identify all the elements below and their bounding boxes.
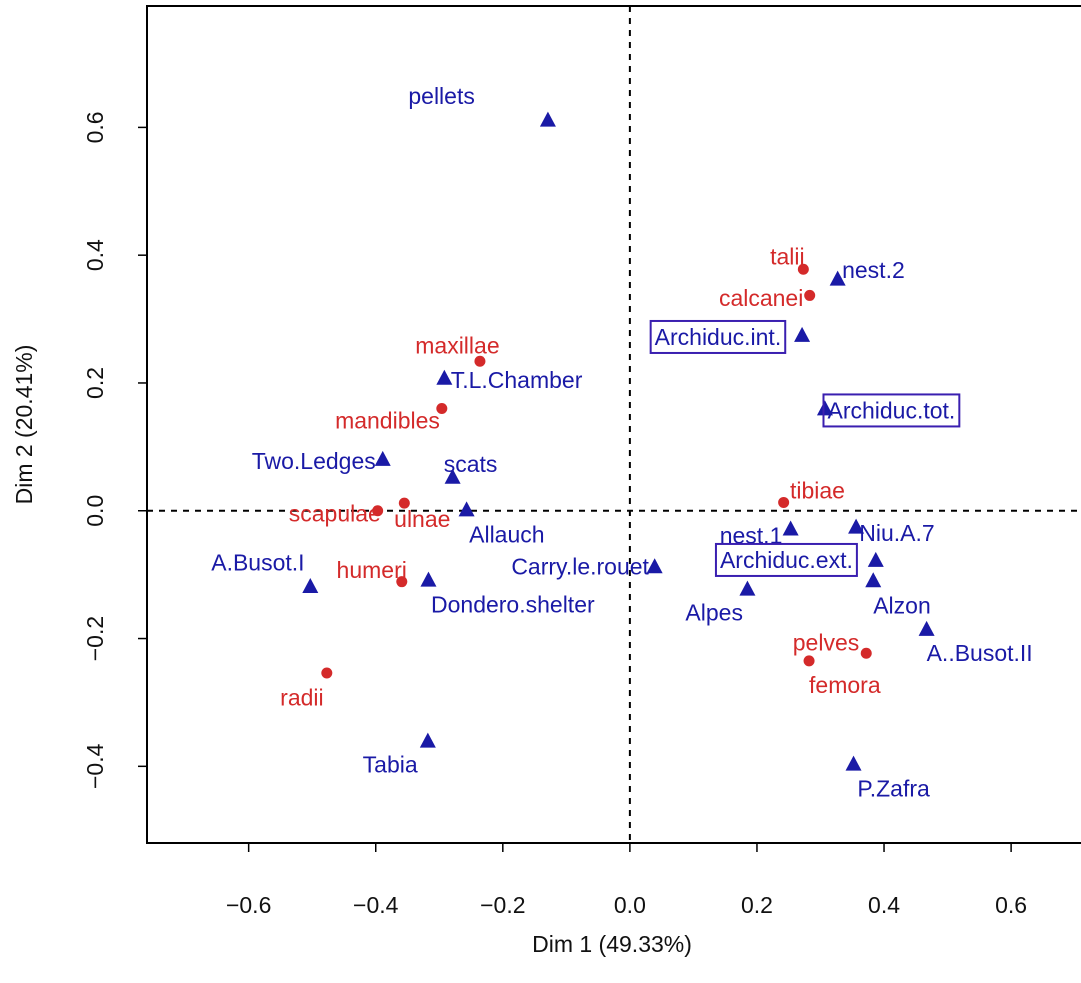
site-point-archiduc-ext (867, 551, 884, 567)
site-point-niu-a-7 (848, 518, 865, 534)
element-point-mandibles (436, 403, 448, 415)
y-tick-label: 0.2 (82, 367, 108, 399)
point-label-humeri: humeri (337, 557, 407, 583)
point-label-archiduc-int: Archiduc.int. (655, 324, 782, 350)
site-point-tabia (419, 732, 436, 748)
site-point-archiduc-tot (816, 400, 833, 416)
point-label-dondero-shelter: Dondero.shelter (431, 592, 595, 618)
site-point-a-busot-ii (918, 620, 935, 636)
label-box-archiduc-int (649, 319, 787, 354)
site-point-scats (444, 468, 461, 484)
x-tick-label: −0.4 (353, 892, 399, 918)
point-label-mandibles: mandibles (335, 408, 440, 434)
point-label-carry-le-rouet: Carry.le.rouet (511, 553, 649, 579)
site-point-allauch (458, 501, 475, 517)
point-label-p-zafra: P.Zafra (857, 776, 930, 802)
x-tick-label: −0.6 (226, 892, 271, 918)
point-label-t-l-chamber: T.L.Chamber (451, 367, 583, 393)
site-point-dondero-shelter (420, 571, 437, 587)
point-label-femora: femora (809, 672, 881, 698)
point-label-talii: talii (770, 243, 805, 269)
site-point-archiduc-int (794, 326, 811, 342)
label-box-archiduc-tot (822, 393, 961, 428)
element-point-calcanei (804, 289, 816, 301)
point-label-scapulae: scapulae (289, 500, 381, 526)
site-point-nest-1 (782, 520, 799, 536)
element-point-humeri (396, 576, 408, 588)
site-point-nest-2 (829, 270, 846, 286)
site-point-alzon (865, 572, 882, 588)
point-label-a-busot-i: A.Busot.I (211, 550, 304, 576)
site-point-alpes (739, 580, 756, 596)
y-tick-label: 0.0 (82, 495, 108, 527)
point-label-pellets: pellets (408, 83, 474, 109)
point-label-ulnae: ulnae (394, 506, 450, 532)
point-label-tabia: Tabia (363, 751, 418, 777)
element-point-femora (803, 655, 815, 667)
element-point-scapulae (372, 505, 384, 517)
x-tick-label: −0.2 (480, 892, 525, 918)
element-point-tibiae (778, 496, 790, 508)
point-label-allauch: Allauch (469, 521, 544, 547)
site-point-carry-le-rouet (646, 558, 663, 574)
element-point-pelves (860, 647, 872, 659)
site-point-p-zafra (845, 755, 862, 771)
y-tick-label: 0.4 (82, 239, 108, 271)
x-tick-label: 0.6 (995, 892, 1027, 918)
point-label-two-ledges: Two.Ledges (252, 448, 376, 474)
x-tick-label: 0.2 (741, 892, 773, 918)
point-label-archiduc-ext: Archiduc.ext. (720, 547, 853, 573)
element-point-maxillae (474, 355, 486, 367)
site-point-a-busot-i (302, 578, 319, 594)
x-tick-label: 0.0 (614, 892, 646, 918)
x-axis: −0.6 −0.4 −0.2 0.0 0.2 0.4 0.6 (226, 842, 1027, 918)
point-label-scats: scats (444, 451, 498, 477)
site-point-two-ledges (374, 450, 391, 466)
label-box-archiduc-ext (714, 542, 858, 577)
point-label-tibiae: tibiae (790, 477, 845, 503)
point-label-calcanei: calcanei (719, 285, 803, 311)
point-label-pelves: pelves (793, 629, 859, 655)
y-axis: −0.4 −0.2 0.0 0.2 0.4 0.6 (82, 111, 147, 789)
point-label-radii: radii (280, 684, 323, 710)
plot-frame (146, 5, 1081, 844)
point-label-alpes: Alpes (685, 599, 743, 625)
element-point-talii (797, 263, 809, 275)
element-point-ulnae (398, 497, 410, 509)
point-label-alzon: Alzon (873, 592, 931, 618)
data-points: pellets nest.2 Archiduc.int. T.L.Chamber Arc… (211, 83, 1032, 802)
y-tick-label: 0.6 (82, 111, 108, 143)
x-axis-title: Dim 1 (49.33%) (532, 931, 692, 957)
x-tick-label: 0.4 (868, 892, 900, 918)
point-label-a-busot-ii: A..Busot.II (927, 640, 1033, 666)
y-tick-label: −0.2 (82, 616, 108, 661)
site-point-t-l-chamber (436, 369, 453, 385)
point-label-maxillae: maxillae (415, 332, 499, 358)
point-label-archiduc-tot: Archiduc.tot. (827, 397, 955, 423)
site-point-pellets (539, 111, 556, 127)
element-point-radii (321, 667, 333, 679)
y-axis-title: Dim 2 (20.41%) (11, 345, 37, 505)
point-label-niu-a-7: Niu.A.7 (859, 520, 934, 546)
y-tick-label: −0.4 (82, 743, 108, 789)
point-label-nest-2: nest.2 (842, 257, 905, 283)
